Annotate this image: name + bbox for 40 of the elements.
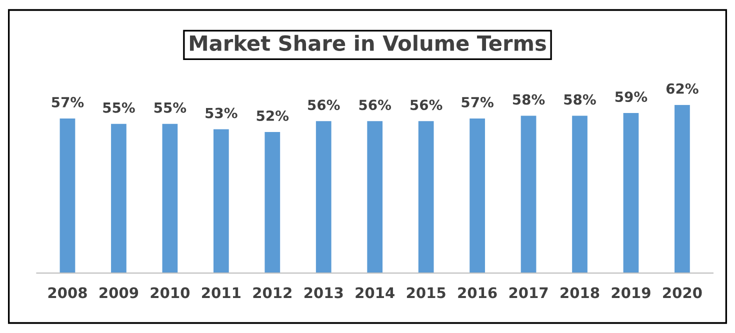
- x-tick-label: 2013: [304, 287, 343, 298]
- bar: [213, 129, 229, 274]
- x-tick-label: 2016: [458, 287, 497, 298]
- bar: [418, 121, 434, 274]
- x-tick-label: 2009: [100, 287, 138, 298]
- x-tick-label: 2020: [663, 287, 702, 298]
- data-label: 59%: [615, 92, 648, 102]
- data-label: 62%: [666, 83, 698, 94]
- bar: [264, 132, 280, 274]
- x-tick-label: 2011: [202, 287, 240, 298]
- bar: [623, 113, 639, 274]
- bar: [162, 124, 178, 274]
- bar: [367, 121, 383, 274]
- x-tick-label: 2008: [48, 287, 87, 298]
- bar: [674, 104, 690, 274]
- data-label: 56%: [410, 100, 442, 110]
- bar: [520, 116, 536, 274]
- data-label: 53%: [206, 108, 238, 118]
- data-label: 57%: [462, 96, 494, 108]
- x-tick-label: 2014: [356, 287, 394, 298]
- bar: [316, 121, 332, 274]
- data-label: 58%: [564, 94, 596, 105]
- x-tick-label: 2017: [509, 287, 548, 298]
- bar: [470, 118, 485, 274]
- x-tick-label: 2018: [560, 287, 600, 298]
- x-tick-label: 2015: [406, 287, 446, 298]
- x-tick-label: 2012: [253, 287, 292, 298]
- x-tick-label: 2010: [150, 287, 190, 298]
- data-label: 52%: [256, 110, 289, 121]
- data-label: 58%: [512, 94, 545, 105]
- data-label: 56%: [308, 100, 340, 110]
- bar: [60, 118, 76, 274]
- data-label: 56%: [359, 100, 392, 110]
- data-label: 55%: [154, 102, 186, 113]
- x-tick-label: 2019: [612, 287, 650, 298]
- data-label: 57%: [52, 96, 84, 108]
- bar: [572, 116, 588, 274]
- bar: [111, 124, 126, 274]
- data-label: 55%: [103, 102, 135, 113]
- chart-title: Market Share in Volume Terms: [190, 34, 546, 51]
